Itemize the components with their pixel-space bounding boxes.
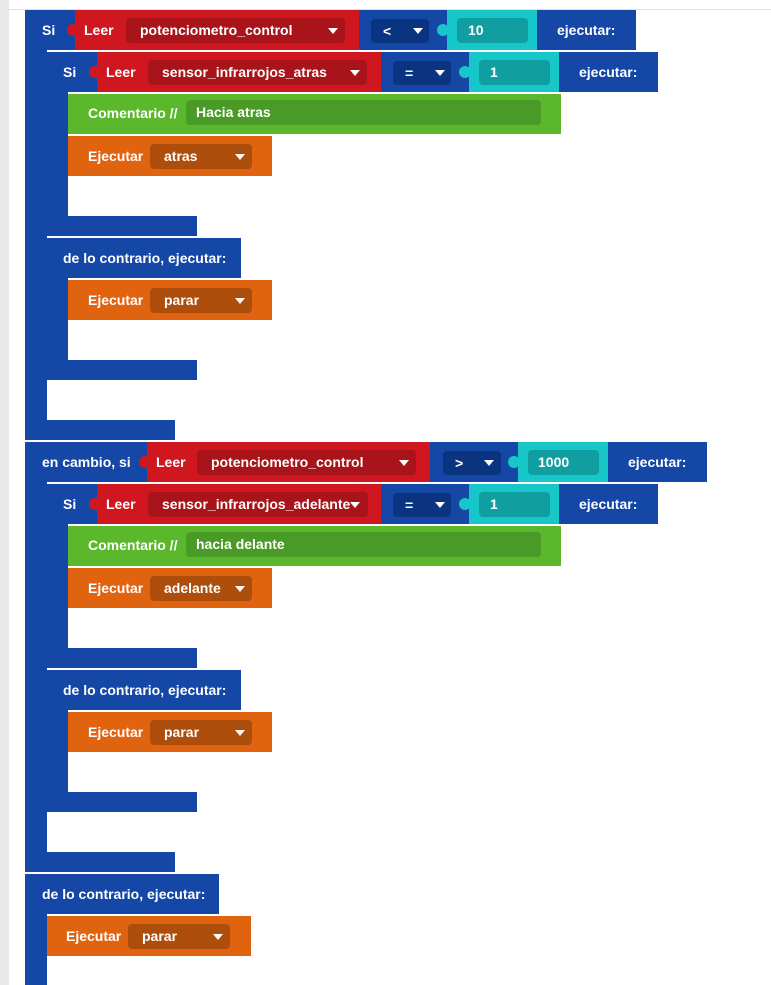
workspace-scrollbar-track (0, 0, 9, 985)
chevron-down-icon (235, 586, 245, 592)
execute-action-label: Ejecutar (88, 148, 144, 164)
variable-dropdown[interactable]: sensor_infrarrojos_atras (148, 60, 367, 85)
chevron-down-icon (235, 154, 245, 160)
chevron-down-icon (399, 460, 409, 466)
number-field[interactable]: 1000 (528, 450, 599, 475)
execute-label: ejecutar: (557, 22, 616, 38)
read-label: Leer (106, 496, 136, 512)
if-label: Si (63, 496, 77, 512)
if-label: Si (63, 64, 77, 80)
chevron-down-icon (328, 28, 338, 34)
number-field[interactable]: 10 (457, 18, 528, 43)
operator-dropdown[interactable]: < (371, 19, 429, 43)
if-label: Si (42, 22, 56, 38)
chevron-down-icon (413, 28, 423, 34)
variable-dropdown[interactable]: sensor_infrarrojos_adelante (148, 492, 368, 517)
execute-action-label: Ejecutar (88, 292, 144, 308)
chevron-down-icon (235, 730, 245, 736)
chevron-down-icon (484, 460, 494, 466)
execute-label: ejecutar: (628, 454, 687, 470)
comment-field[interactable]: hacia delante (186, 532, 541, 557)
chevron-down-icon (350, 502, 360, 508)
workspace-top-border (9, 9, 771, 10)
else-label: de lo contrario, ejecutar: (42, 886, 206, 902)
chevron-down-icon (235, 298, 245, 304)
comment-label: Comentario // (88, 105, 178, 121)
else-label: de lo contrario, ejecutar: (63, 250, 227, 266)
execute-action-label: Ejecutar (88, 580, 144, 596)
number-field[interactable]: 1 (479, 492, 550, 517)
number-field[interactable]: 1 (479, 60, 550, 85)
chevron-down-icon (435, 70, 445, 76)
execute-label: ejecutar: (579, 496, 638, 512)
variable-dropdown[interactable]: potenciometro_control (197, 450, 416, 475)
else-if-label: en cambio, si (42, 454, 131, 470)
chevron-down-icon (435, 502, 445, 508)
read-label: Leer (84, 22, 114, 38)
comment-label: Comentario // (88, 537, 178, 553)
variable-dropdown[interactable]: potenciometro_control (126, 18, 345, 43)
read-label: Leer (156, 454, 186, 470)
comment-field[interactable]: Hacia atras (186, 100, 541, 125)
chevron-down-icon (213, 934, 223, 940)
else-label: de lo contrario, ejecutar: (63, 682, 227, 698)
execute-action-label: Ejecutar (66, 928, 122, 944)
chevron-down-icon (350, 70, 360, 76)
execute-label: ejecutar: (579, 64, 638, 80)
execute-action-label: Ejecutar (88, 724, 144, 740)
read-label: Leer (106, 64, 136, 80)
